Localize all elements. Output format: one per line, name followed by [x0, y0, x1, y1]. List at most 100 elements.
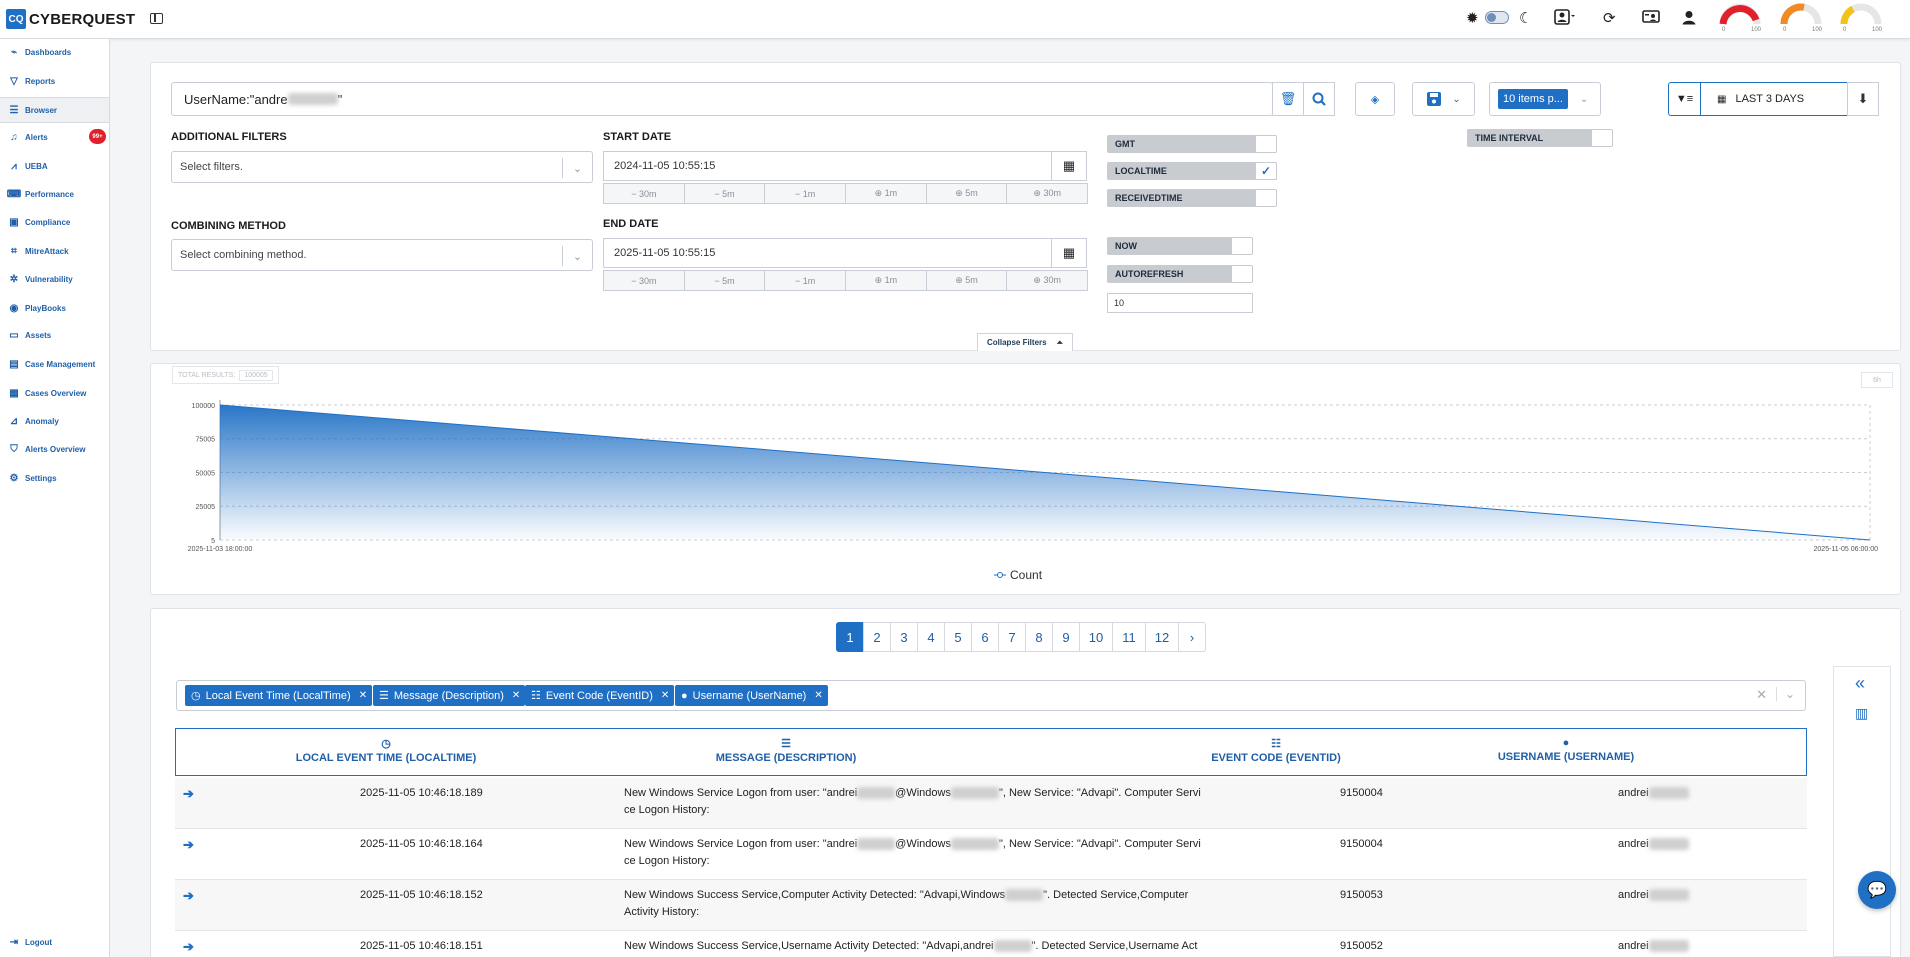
- column-chip-description[interactable]: ☰ Message (Description) ✕: [373, 685, 526, 706]
- remove-chip-icon[interactable]: ✕: [660, 690, 670, 701]
- table-row[interactable]: ➔ 2025-11-05 10:46:18.151 New Windows Succ…: [175, 931, 1807, 957]
- now-switch[interactable]: NOW: [1107, 237, 1253, 255]
- shift-plus-30m-button[interactable]: ⊕ 30m: [1033, 188, 1061, 198]
- sidebar-toggle-icon[interactable]: [150, 13, 163, 24]
- end-date-input[interactable]: 2025-11-05 10:55:15: [603, 238, 1052, 268]
- refresh-icon[interactable]: ⟳: [1603, 10, 1616, 27]
- col-header-localtime[interactable]: ◷ LOCAL EVENT TIME (LOCALTIME): [276, 737, 496, 764]
- shift-plus-5m-button[interactable]: ⊕ 5m: [927, 184, 1008, 203]
- page-button[interactable]: 10: [1079, 622, 1113, 652]
- shift-minus-30m-button[interactable]: − 30m: [604, 184, 685, 203]
- page-button[interactable]: 4: [917, 622, 945, 652]
- shift-plus-1m-button[interactable]: ⊕ 1m: [846, 271, 927, 290]
- col-header-eventid[interactable]: ☷ EVENT CODE (EVENTID): [1196, 737, 1356, 764]
- receivedtime-switch[interactable]: RECEIVEDTIME: [1107, 189, 1277, 207]
- sidebar-item-vulnerability[interactable]: ✲ Vulnerability: [0, 266, 109, 292]
- autorefresh-switch[interactable]: AUTOREFRESH: [1107, 265, 1253, 283]
- chart-icon[interactable]: ▥: [1855, 705, 1869, 721]
- screen-user-icon[interactable]: [1642, 10, 1660, 29]
- sidebar-item-case-management[interactable]: ▤ Case Management: [0, 351, 109, 377]
- items-per-page-select[interactable]: 10 items p... ⌄: [1489, 82, 1601, 116]
- page-button[interactable]: 2: [863, 622, 891, 652]
- save-dropdown-button[interactable]: ⌄: [1412, 82, 1475, 116]
- logout-button[interactable]: ⇥ Logout: [0, 929, 109, 955]
- open-row-arrow-icon[interactable]: ➔: [183, 786, 194, 801]
- col-header-username[interactable]: ● USERNAME (USERNAME): [1476, 737, 1656, 763]
- app-logo[interactable]: CQ CYBERQUEST: [6, 9, 135, 29]
- download-button[interactable]: ⬇: [1847, 82, 1879, 116]
- collapse-panel-icon[interactable]: «: [1855, 673, 1866, 693]
- sidebar-item-alerts[interactable]: ♫ Alerts 99+: [0, 124, 109, 150]
- sidebar-item-settings[interactable]: ⚙ Settings: [0, 465, 109, 491]
- shift-minus-5m-button[interactable]: − 5m: [685, 271, 766, 290]
- next-page-button[interactable]: ›: [1178, 622, 1206, 652]
- table-row[interactable]: ➔ 2025-11-05 10:46:18.164 New Windows Serv…: [175, 829, 1807, 880]
- page-button[interactable]: 1: [836, 622, 864, 652]
- page-button[interactable]: 11: [1112, 622, 1146, 652]
- column-selector[interactable]: ◷ Local Event Time (LocalTime) ✕ ☰ Message …: [176, 680, 1806, 711]
- gmt-switch[interactable]: GMT: [1107, 135, 1277, 153]
- shift-minus-1m-button[interactable]: − 1m: [765, 271, 847, 290]
- sidebar-item-playbooks[interactable]: ◉ PlayBooks: [0, 295, 109, 321]
- col-header-description[interactable]: ☰ MESSAGE (DESCRIPTION): [656, 737, 916, 764]
- remove-chip-icon[interactable]: ✕: [358, 690, 368, 701]
- localtime-switch[interactable]: LOCALTIME ✓: [1107, 162, 1277, 180]
- clear-all-icon[interactable]: ✕: [1756, 687, 1767, 702]
- chart-legend[interactable]: Count: [994, 568, 1043, 582]
- sidebar-item-alerts-overview[interactable]: ⛉ Alerts Overview: [0, 436, 109, 462]
- sidebar-item-compliance[interactable]: ▣ Compliance: [0, 209, 109, 235]
- open-row-arrow-icon[interactable]: ➔: [183, 888, 194, 903]
- page-button[interactable]: 3: [890, 622, 918, 652]
- table-row[interactable]: ➔ 2025-11-05 10:46:18.152 New Windows Succ…: [175, 880, 1807, 931]
- query-input[interactable]: UserName:"andre ": [171, 82, 1273, 116]
- page-button[interactable]: 12: [1145, 622, 1179, 652]
- sidebar-item-browser[interactable]: ☰ Browser: [0, 97, 109, 123]
- time-range-button[interactable]: ▦ LAST 3 DAYS: [1700, 82, 1848, 116]
- shift-minus-1m-button[interactable]: − 1m: [765, 184, 847, 203]
- column-chip-eventid[interactable]: ☷ Event Code (EventID) ✕: [525, 685, 675, 706]
- additional-filters-select[interactable]: Select filters. ⌄: [171, 151, 593, 183]
- filter-toggle-button[interactable]: ▼≡: [1668, 82, 1701, 116]
- page-button[interactable]: 9: [1052, 622, 1080, 652]
- table-row[interactable]: ➔ 2025-11-05 10:46:18.189 New Windows Serv…: [175, 778, 1807, 829]
- interval-chip[interactable]: 6h: [1861, 372, 1893, 388]
- moon-icon[interactable]: ☾: [1519, 10, 1533, 27]
- column-chip-localtime[interactable]: ◷ Local Event Time (LocalTime) ✕: [185, 685, 373, 706]
- clear-query-button[interactable]: 🗑: [1272, 82, 1304, 116]
- sidebar-item-ueba[interactable]: ⩘ UEBA: [0, 153, 109, 179]
- brightness-icon[interactable]: ✹: [1466, 10, 1479, 27]
- start-date-calendar-button[interactable]: ▦: [1051, 151, 1087, 181]
- autorefresh-interval-input[interactable]: 10: [1107, 293, 1253, 313]
- sidebar-item-reports[interactable]: ▽ Reports: [0, 68, 109, 94]
- sidebar-item-anomaly[interactable]: ⊿ Anomaly: [0, 408, 109, 434]
- sidebar-item-performance[interactable]: ⌨ Performance: [0, 181, 109, 207]
- chevron-down-icon[interactable]: ⌄: [1775, 687, 1795, 701]
- time-interval-switch[interactable]: TIME INTERVAL: [1467, 129, 1613, 147]
- user-icon[interactable]: [1682, 10, 1696, 29]
- combining-method-select[interactable]: Select combining method. ⌄: [171, 239, 593, 271]
- page-button[interactable]: 7: [998, 622, 1026, 652]
- search-button[interactable]: [1303, 82, 1335, 116]
- page-button[interactable]: 6: [971, 622, 999, 652]
- shift-minus-5m-button[interactable]: − 5m: [685, 184, 766, 203]
- page-button[interactable]: 5: [944, 622, 972, 652]
- sidebar-item-mitreattack[interactable]: ⌗ MitreAttack: [0, 238, 109, 264]
- open-row-arrow-icon[interactable]: ➔: [183, 837, 194, 852]
- hide-button[interactable]: ◈: [1355, 82, 1395, 116]
- remove-chip-icon[interactable]: ✕: [511, 690, 521, 701]
- open-row-arrow-icon[interactable]: ➔: [183, 939, 194, 954]
- collapse-filters-button[interactable]: Collapse Filters ⏶: [977, 333, 1073, 351]
- user-card-icon[interactable]: [1554, 9, 1576, 29]
- sidebar-item-dashboards[interactable]: ⌁ Dashboards: [0, 39, 109, 65]
- column-chip-username[interactable]: ● Username (UserName) ✕: [675, 685, 828, 706]
- page-button[interactable]: 8: [1025, 622, 1053, 652]
- shift-plus-1m-button[interactable]: ⊕ 1m: [846, 184, 927, 203]
- theme-toggle[interactable]: [1485, 11, 1509, 24]
- shift-plus-5m-button[interactable]: ⊕ 5m: [927, 271, 1008, 290]
- shift-plus-30m-button[interactable]: ⊕ 30m: [1033, 275, 1061, 285]
- remove-chip-icon[interactable]: ✕: [814, 690, 823, 701]
- chat-button[interactable]: 💬: [1858, 871, 1896, 909]
- start-date-input[interactable]: 2024-11-05 10:55:15: [603, 151, 1052, 181]
- end-date-calendar-button[interactable]: ▦: [1051, 238, 1087, 268]
- sidebar-item-assets[interactable]: ▭ Assets: [0, 322, 109, 348]
